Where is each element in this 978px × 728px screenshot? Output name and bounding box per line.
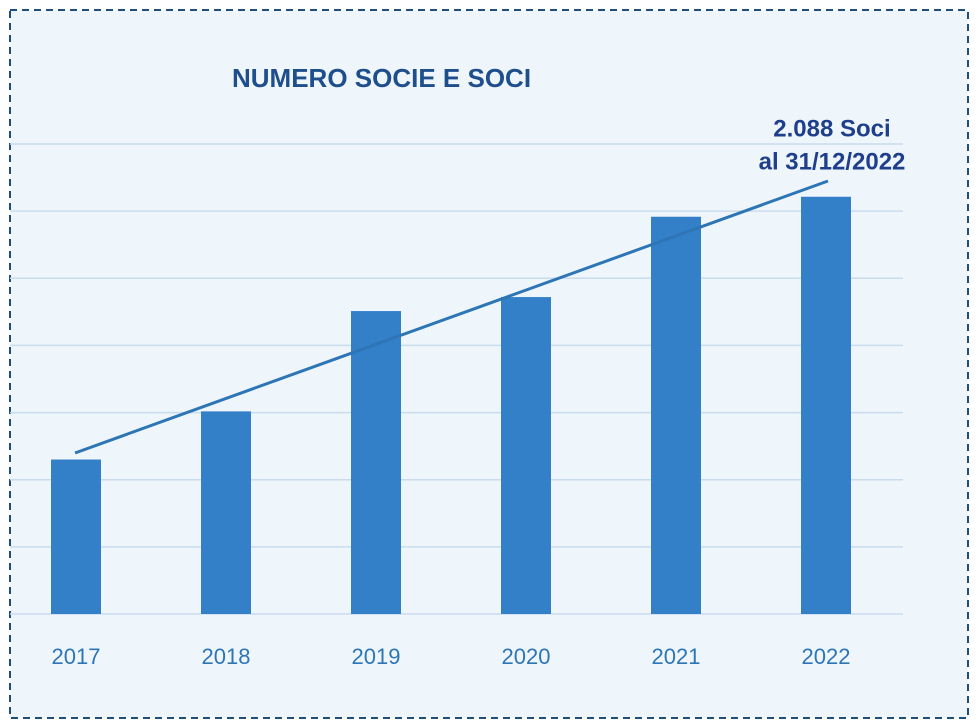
trend-line (74, 179, 829, 455)
bars (51, 196, 851, 614)
bar (201, 411, 251, 614)
bar (651, 216, 701, 614)
x-tick-label: 2019 (352, 644, 401, 669)
bar (801, 196, 851, 614)
annotation: al 31/12/2022 (759, 148, 906, 175)
x-tick-label: 2017 (52, 644, 101, 669)
bar (51, 459, 101, 614)
bar (501, 297, 551, 614)
x-tick-label: 2018 (202, 644, 251, 669)
annotation: 2.088 Soci (773, 115, 890, 142)
chart-title: NUMERO SOCIE E SOCI (232, 63, 531, 93)
x-tick-label: 2020 (502, 644, 551, 669)
grid (10, 143, 903, 615)
x-tick-label: 2021 (652, 644, 701, 669)
x-tick-label: 2022 (802, 644, 851, 669)
bar (351, 311, 401, 614)
